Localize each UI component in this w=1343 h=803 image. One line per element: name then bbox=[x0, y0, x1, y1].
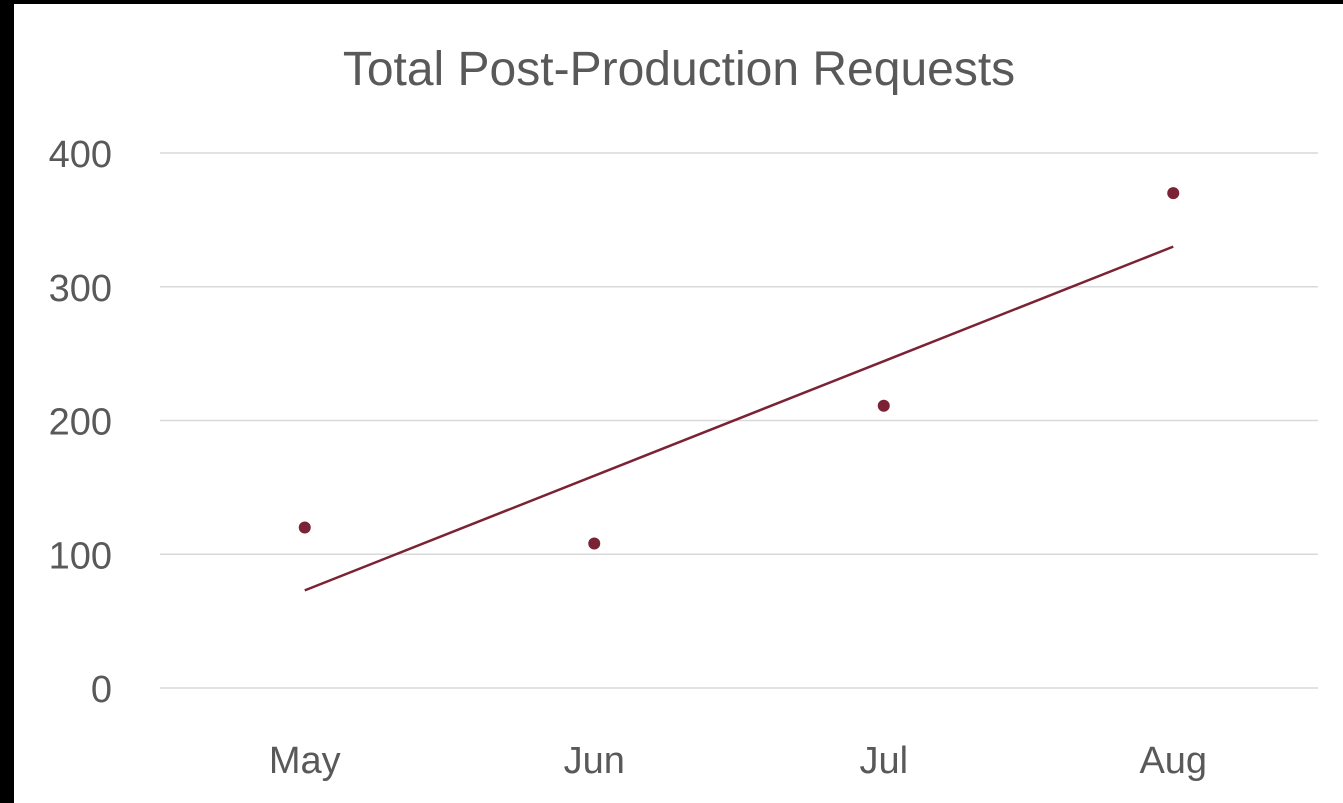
y-tick-label: 0 bbox=[91, 669, 112, 711]
x-tick-label: Jul bbox=[859, 740, 908, 782]
trendline bbox=[304, 245, 1174, 592]
y-tick-label: 100 bbox=[49, 535, 112, 577]
data-point bbox=[588, 537, 601, 550]
x-axis-ticks: May Jun Jul Aug bbox=[269, 740, 1207, 782]
y-axis-ticks: 0 100 200 300 400 bbox=[49, 134, 112, 711]
x-tick-label: Aug bbox=[1139, 740, 1207, 782]
data-point bbox=[298, 521, 311, 534]
data-point bbox=[877, 399, 890, 412]
x-tick-label: May bbox=[269, 740, 341, 782]
y-tick-label: 300 bbox=[49, 268, 112, 310]
chart-frame bbox=[14, 4, 1343, 803]
gridlines bbox=[160, 152, 1318, 689]
x-tick-label: Jun bbox=[564, 740, 625, 782]
y-tick-label: 400 bbox=[49, 134, 112, 176]
trendline-group bbox=[304, 245, 1174, 592]
data-point bbox=[1167, 187, 1180, 200]
chart-title: Total Post-Production Requests bbox=[343, 43, 1015, 96]
data-points bbox=[298, 187, 1180, 550]
y-tick-label: 200 bbox=[49, 402, 112, 444]
